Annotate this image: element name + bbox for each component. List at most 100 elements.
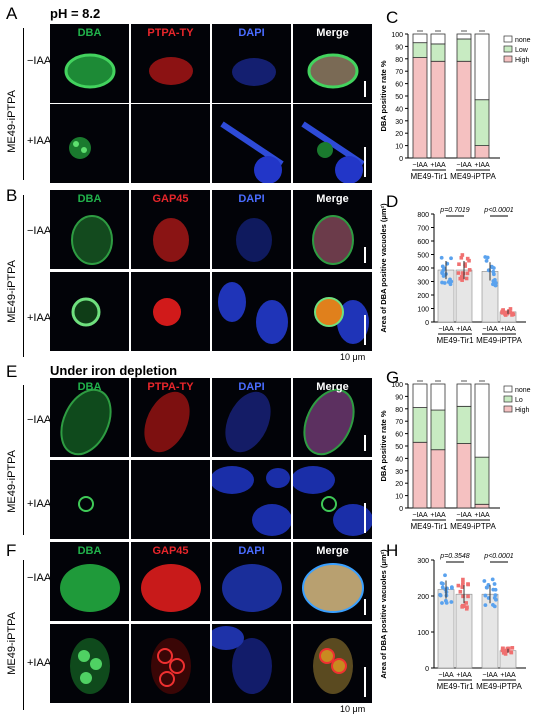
data-point xyxy=(458,276,463,281)
panel-letter-c: C xyxy=(386,8,399,27)
x-tick-label: −IAA xyxy=(482,672,498,679)
panel-a-ptpa-minus: PTPA-TY xyxy=(131,24,210,103)
panel-a-merge-plus xyxy=(293,104,372,183)
y-tick-label: 0 xyxy=(399,506,403,513)
y-tick-label: 10 xyxy=(395,144,403,151)
y-tick-label: 700 xyxy=(417,226,429,233)
panel-a-row2: +IAA xyxy=(27,135,52,147)
data-point xyxy=(503,652,508,656)
bar-segment-low xyxy=(430,409,446,451)
group-label: ME49-Tir1 xyxy=(410,522,448,531)
y-tick-label: 0 xyxy=(425,666,429,673)
y-tick-label: 100 xyxy=(391,32,403,39)
y-tick-label: 500 xyxy=(417,253,429,260)
x-tick-label: −IAA xyxy=(412,162,428,169)
legend-label: High xyxy=(515,407,530,414)
y-tick-label: 60 xyxy=(395,82,403,89)
y-tick-label: 30 xyxy=(395,469,403,476)
panel-f-scale-text: 10 μm xyxy=(340,704,366,714)
panel-a-row1: −IAA xyxy=(27,55,52,67)
data-point xyxy=(449,600,454,604)
y-tick-label: 70 xyxy=(395,69,403,76)
data-point xyxy=(464,276,469,281)
x-tick-label: −IAA xyxy=(412,512,428,519)
data-point xyxy=(493,587,498,592)
col-label-merge: Merge xyxy=(316,27,349,39)
data-point xyxy=(500,646,505,651)
data-point xyxy=(482,579,487,583)
panel-a-strain: ME49-iPTPA xyxy=(6,90,18,153)
col-label-dba: DBA xyxy=(77,545,102,557)
legend-swatch xyxy=(503,35,513,43)
data-point xyxy=(466,594,470,599)
group-label: ME49-iPTPA xyxy=(450,172,496,181)
y-tick-label: 100 xyxy=(391,382,403,389)
col-label-dba: DBA xyxy=(77,381,102,393)
legend-swatch xyxy=(503,395,513,403)
col-label-ptpa: PTPA-TY xyxy=(147,381,194,393)
scale-bar xyxy=(364,247,366,263)
col-label-dapi: DAPI xyxy=(238,545,265,557)
chart-h: 0 100 200 300 Area of DBA positive vacuoles … xyxy=(379,549,526,691)
panel-e-ptpa-plus xyxy=(131,460,210,539)
bar-segment-none xyxy=(430,383,446,411)
panel-f-gap45-plus xyxy=(131,624,210,703)
group-label: ME49-Tir1 xyxy=(436,682,474,691)
panel-letter-a: A xyxy=(6,4,18,23)
panel-b-row2: +IAA xyxy=(27,312,52,324)
col-label-gap45: GAP45 xyxy=(152,193,189,205)
y-tick-label: 200 xyxy=(417,594,429,601)
panel-a-bracket xyxy=(23,28,24,180)
col-label-ptpa: PTPA-TY xyxy=(147,27,194,39)
data-point xyxy=(444,601,449,605)
y-tick-label: 50 xyxy=(395,444,403,451)
data-point xyxy=(493,593,498,598)
chart-g: 0 10 20 30 40 50 60 70 80 90 100 DBA positive rate … xyxy=(379,380,531,531)
data-point xyxy=(494,597,498,602)
x-tick-label: +IAA xyxy=(500,672,516,679)
data-point xyxy=(484,259,489,263)
x-tick-label: −IAA xyxy=(456,162,472,169)
panel-b-gap45-minus: GAP45 xyxy=(131,190,210,269)
data-point xyxy=(461,577,465,582)
data-point xyxy=(460,278,464,282)
data-point xyxy=(508,307,513,311)
panel-a-condition: pH = 8.2 xyxy=(50,6,101,21)
data-point xyxy=(483,593,488,598)
x-tick-label: −IAA xyxy=(456,512,472,519)
p-value: p<0.0001 xyxy=(483,207,513,214)
x-tick-label: +IAA xyxy=(430,162,446,169)
scale-bar xyxy=(364,667,366,697)
scale-bar xyxy=(364,315,366,345)
data-point xyxy=(461,580,465,585)
panel-f-merge-plus xyxy=(293,624,372,703)
y-tick-label: 60 xyxy=(395,432,403,439)
bar-segment-high xyxy=(456,60,472,159)
bar-segment-low xyxy=(474,456,490,505)
bar-segment-low xyxy=(430,43,446,62)
data-point xyxy=(456,271,461,275)
data-point xyxy=(460,585,465,589)
col-label-merge: Merge xyxy=(316,193,349,205)
y-tick-label: 90 xyxy=(395,394,403,401)
data-point xyxy=(507,308,511,313)
y-tick-label: 70 xyxy=(395,419,403,426)
y-tick-label: 100 xyxy=(417,307,429,314)
data-point xyxy=(463,264,467,268)
legend-swatch xyxy=(503,45,513,53)
data-point xyxy=(449,256,453,261)
data-point xyxy=(492,582,497,586)
data-point xyxy=(460,271,465,275)
y-tick-label: 30 xyxy=(395,119,403,126)
chart-c: 0 10 20 30 40 50 60 70 80 90 100 DBA positive rate … xyxy=(379,30,531,181)
col-label-dapi: DAPI xyxy=(238,381,265,393)
x-tick-label: +IAA xyxy=(474,512,490,519)
panel-b-merge-plus xyxy=(293,272,372,351)
p-value: p<0.0001 xyxy=(483,553,513,560)
y-tick-label: 0 xyxy=(399,156,403,163)
data-point xyxy=(510,646,515,650)
panel-b-dba-plus xyxy=(50,272,129,351)
panel-b-scale-text: 10 μm xyxy=(340,352,366,362)
legend-label: none xyxy=(515,37,531,44)
data-point xyxy=(491,266,496,270)
